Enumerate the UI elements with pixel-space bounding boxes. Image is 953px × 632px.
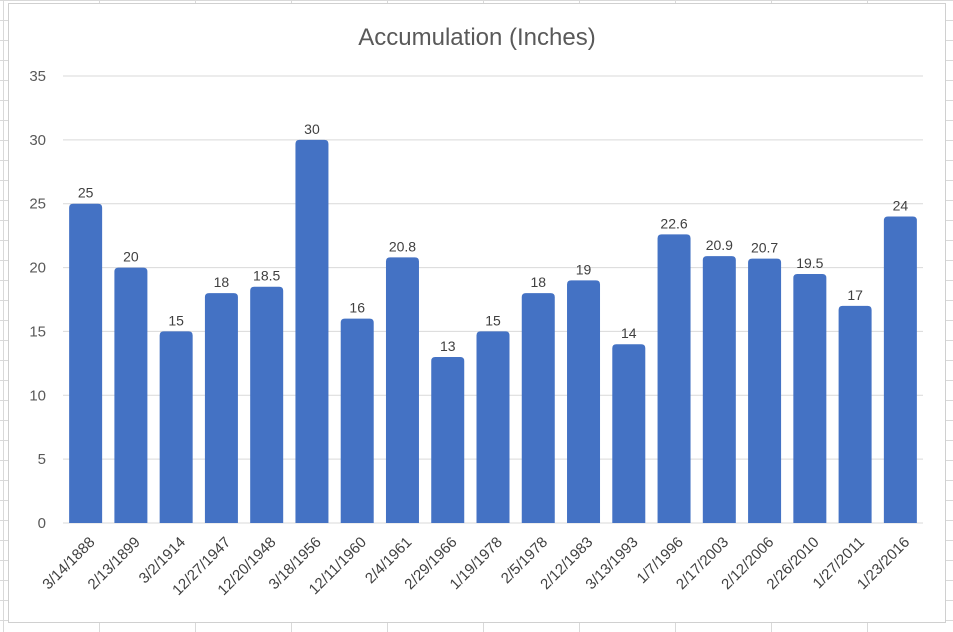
data-label: 13 <box>440 338 456 354</box>
data-label: 19.5 <box>796 255 823 271</box>
bar[interactable] <box>657 234 691 523</box>
bar[interactable] <box>612 344 646 523</box>
data-label: 20.8 <box>389 238 416 254</box>
data-label: 20 <box>123 249 139 265</box>
bar[interactable] <box>385 257 419 523</box>
bar[interactable] <box>476 331 510 523</box>
data-label: 20.7 <box>751 240 778 256</box>
data-label: 18.5 <box>253 268 280 284</box>
data-label: 30 <box>304 121 320 137</box>
data-label: 16 <box>349 300 365 316</box>
bar[interactable] <box>204 293 238 523</box>
bar[interactable] <box>159 331 193 523</box>
bar[interactable] <box>793 273 827 523</box>
y-tick-label: 25 <box>29 196 46 213</box>
data-label: 22.6 <box>660 215 687 231</box>
bar[interactable] <box>431 356 465 523</box>
bar[interactable] <box>295 139 329 523</box>
y-axis-tick-labels: 0 5 10 15 20 25 30 35 <box>29 68 46 532</box>
chart-title[interactable]: Accumulation (Inches) <box>358 24 595 51</box>
data-label: 25 <box>78 185 94 201</box>
y-tick-label: 5 <box>38 451 46 468</box>
bar[interactable] <box>883 216 917 523</box>
data-label: 15 <box>168 312 184 328</box>
bar[interactable] <box>748 258 782 523</box>
y-tick-label: 10 <box>29 387 46 404</box>
data-label: 20.9 <box>706 237 733 253</box>
bar[interactable] <box>521 293 555 523</box>
data-label: 15 <box>485 312 501 328</box>
bar[interactable] <box>250 286 284 523</box>
bar[interactable] <box>702 256 736 523</box>
bars[interactable] <box>69 139 917 523</box>
y-tick-label: 15 <box>29 323 46 340</box>
data-label: 24 <box>893 197 909 213</box>
data-label: 18 <box>214 274 230 290</box>
y-tick-label: 30 <box>29 132 46 149</box>
data-label: 19 <box>576 261 592 277</box>
data-labels: 25 20 15 18 18.5 30 16 20.8 13 15 18 19 14 22.6 20.9 20… <box>78 121 909 354</box>
y-tick-label: 20 <box>29 260 46 277</box>
x-axis-tick-labels: 3/14/18882/13/18993/2/191412/27/194712/2… <box>39 534 913 599</box>
bar[interactable] <box>838 305 872 523</box>
data-label: 17 <box>847 287 863 303</box>
bar[interactable] <box>114 267 148 523</box>
y-tick-label: 35 <box>29 68 46 85</box>
chart-area[interactable]: Accumulation (Inches) 0 5 10 15 20 25 30 35 25 2… <box>8 3 946 623</box>
bar[interactable] <box>340 318 374 523</box>
bar[interactable] <box>69 203 103 523</box>
data-label: 18 <box>530 274 546 290</box>
y-tick-label: 0 <box>38 515 46 532</box>
data-label: 14 <box>621 325 637 341</box>
bar[interactable] <box>567 280 601 523</box>
